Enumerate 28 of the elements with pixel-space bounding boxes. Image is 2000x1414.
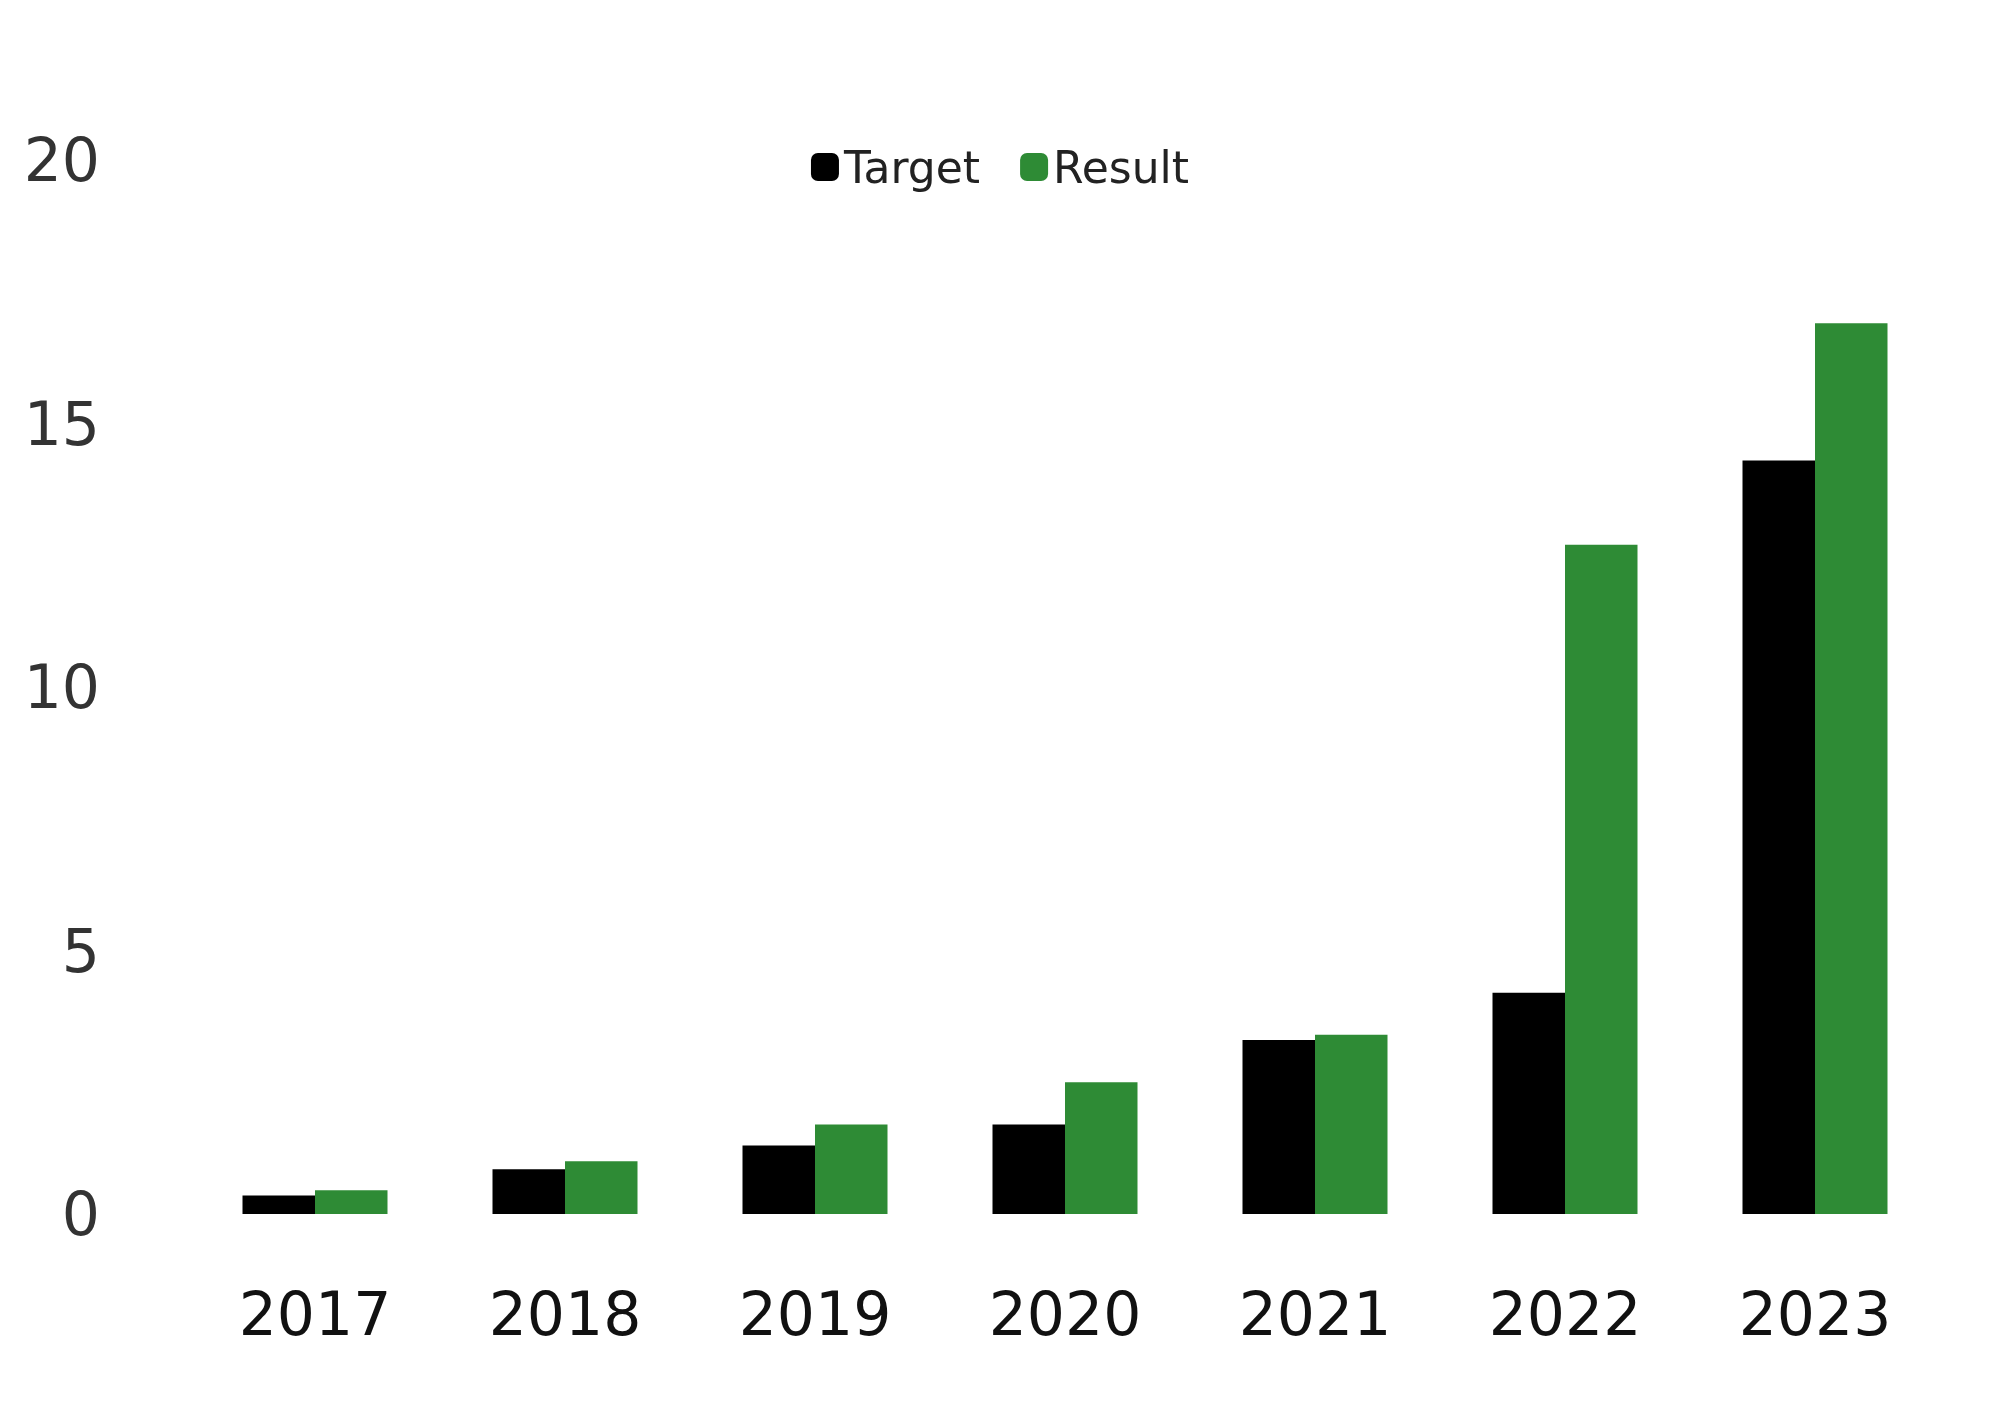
bar (1565, 544, 1638, 1214)
x-tick-label: 2022 (1488, 1279, 1642, 1349)
x-tick-label: 2023 (1738, 1279, 1892, 1349)
bar (565, 1161, 638, 1214)
bar (992, 1124, 1065, 1214)
x-tick-label: 2018 (488, 1279, 642, 1349)
bar (1742, 460, 1815, 1214)
x-tick-label: 2021 (1238, 1279, 1392, 1349)
bar (1815, 323, 1888, 1214)
bar (242, 1195, 315, 1214)
bar (1315, 1034, 1388, 1214)
y-tick-label: 15 (23, 388, 100, 459)
bar (492, 1169, 565, 1214)
y-tick-label: 10 (23, 652, 100, 722)
legend-label: Result (1053, 141, 1190, 193)
bar (1242, 1040, 1315, 1214)
legend-label: Target (842, 141, 981, 193)
x-tick-label: 2020 (988, 1279, 1142, 1349)
bar (315, 1190, 388, 1214)
x-tick-label: 2017 (238, 1279, 392, 1349)
y-tick-label: 20 (23, 125, 100, 195)
bar (742, 1145, 815, 1214)
bar (1492, 992, 1565, 1214)
x-tick-label: 2019 (738, 1279, 892, 1349)
bar (1065, 1082, 1138, 1214)
y-tick-label: 0 (61, 1179, 100, 1249)
y-tick-label: 5 (61, 915, 100, 986)
bar (815, 1124, 888, 1214)
